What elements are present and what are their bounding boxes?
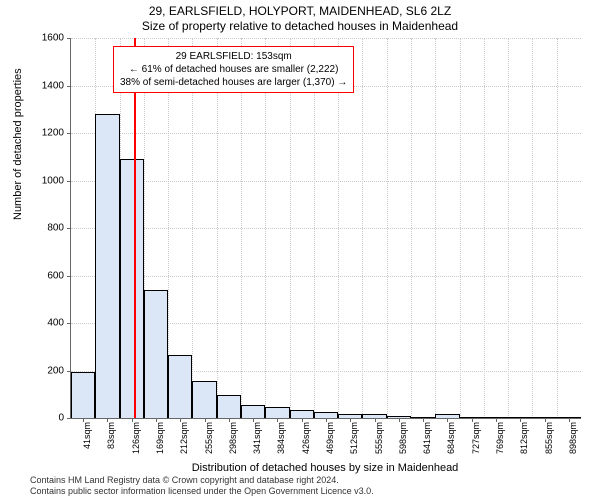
x-tick-label: 555sqm xyxy=(374,422,384,462)
gridline-v xyxy=(338,38,339,418)
x-tick-label: 769sqm xyxy=(495,422,505,462)
histogram-bar xyxy=(508,417,532,418)
chart-area xyxy=(70,38,580,418)
gridline-v xyxy=(265,38,266,418)
histogram-bar xyxy=(241,405,265,418)
x-tick-label: 298sqm xyxy=(228,422,238,462)
gridline-v xyxy=(192,38,193,418)
x-tick-label: 255sqm xyxy=(204,422,214,462)
annotation-line-1: 29 EARLSFIELD: 153sqm xyxy=(120,50,347,63)
x-tick-label: 898sqm xyxy=(568,422,578,462)
x-tick-label: 812sqm xyxy=(519,422,529,462)
chart-title-1: 29, EARLSFIELD, HOLYPORT, MAIDENHEAD, SL… xyxy=(0,4,600,18)
y-axis-label: Number of detached properties xyxy=(12,68,24,220)
x-tick-label: 83sqm xyxy=(106,422,116,462)
gridline-v xyxy=(460,38,461,418)
gridline-v xyxy=(557,38,558,418)
gridline-v xyxy=(435,38,436,418)
histogram-bar xyxy=(411,417,435,418)
footer-line-1: Contains HM Land Registry data © Crown c… xyxy=(30,475,374,486)
x-tick-label: 598sqm xyxy=(398,422,408,462)
x-tick-label: 727sqm xyxy=(471,422,481,462)
y-tick-label: 1000 xyxy=(24,175,64,186)
gridline-v xyxy=(362,38,363,418)
histogram-bar xyxy=(217,395,241,418)
histogram-bar xyxy=(557,417,581,418)
gridline-v xyxy=(484,38,485,418)
x-tick-label: 512sqm xyxy=(349,422,359,462)
x-tick-label: 169sqm xyxy=(155,422,165,462)
x-tick-label: 212sqm xyxy=(179,422,189,462)
x-axis-label: Distribution of detached houses by size … xyxy=(70,462,580,474)
histogram-bar xyxy=(338,414,362,418)
gridline-v xyxy=(508,38,509,418)
annotation-line-3: 38% of semi-detached houses are larger (… xyxy=(120,76,347,89)
histogram-bar xyxy=(435,414,459,418)
annotation-box: 29 EARLSFIELD: 153sqm ← 61% of detached … xyxy=(113,46,354,93)
chart-title-2: Size of property relative to detached ho… xyxy=(0,19,600,33)
x-tick-label: 641sqm xyxy=(422,422,432,462)
gridline-v xyxy=(241,38,242,418)
x-tick-label: 341sqm xyxy=(252,422,262,462)
histogram-bar xyxy=(144,290,168,418)
x-tick-label: 126sqm xyxy=(131,422,141,462)
gridline-h xyxy=(71,181,581,182)
x-tick-label: 855sqm xyxy=(544,422,554,462)
y-tick-label: 1600 xyxy=(24,33,64,44)
x-tick-label: 41sqm xyxy=(82,422,92,462)
gridline-v xyxy=(217,38,218,418)
histogram-bar xyxy=(290,410,314,418)
histogram-bar xyxy=(387,416,411,418)
gridline-v xyxy=(290,38,291,418)
gridline-v xyxy=(387,38,388,418)
plot-area xyxy=(70,38,581,419)
histogram-bar xyxy=(95,114,119,418)
histogram-bar xyxy=(265,407,289,418)
histogram-bar xyxy=(460,417,484,418)
y-tick-label: 0 xyxy=(24,413,64,424)
gridline-h xyxy=(71,228,581,229)
y-tick-label: 800 xyxy=(24,223,64,234)
x-tick-label: 384sqm xyxy=(276,422,286,462)
footer: Contains HM Land Registry data © Crown c… xyxy=(30,475,374,497)
x-tick-label: 426sqm xyxy=(301,422,311,462)
y-tick-label: 1200 xyxy=(24,128,64,139)
x-tick-label: 469sqm xyxy=(325,422,335,462)
gridline-v xyxy=(314,38,315,418)
histogram-bar xyxy=(484,417,508,418)
histogram-bar xyxy=(71,372,95,418)
y-tick-label: 400 xyxy=(24,318,64,329)
histogram-bar xyxy=(192,381,216,418)
gridline-v xyxy=(411,38,412,418)
y-tick-label: 600 xyxy=(24,270,64,281)
histogram-bar xyxy=(532,417,556,418)
y-tick-label: 200 xyxy=(24,365,64,376)
footer-line-2: Contains public sector information licen… xyxy=(30,486,374,497)
y-tick-label: 1400 xyxy=(24,80,64,91)
gridline-h xyxy=(71,38,581,39)
gridline-v xyxy=(532,38,533,418)
annotation-line-2: ← 61% of detached houses are smaller (2,… xyxy=(120,63,347,76)
reference-line xyxy=(134,38,136,418)
x-tick-label: 684sqm xyxy=(446,422,456,462)
histogram-bar xyxy=(120,159,144,418)
gridline-h xyxy=(71,133,581,134)
gridline-h xyxy=(71,276,581,277)
histogram-bar xyxy=(362,414,386,418)
histogram-bar xyxy=(314,412,338,418)
histogram-bar xyxy=(168,355,192,418)
